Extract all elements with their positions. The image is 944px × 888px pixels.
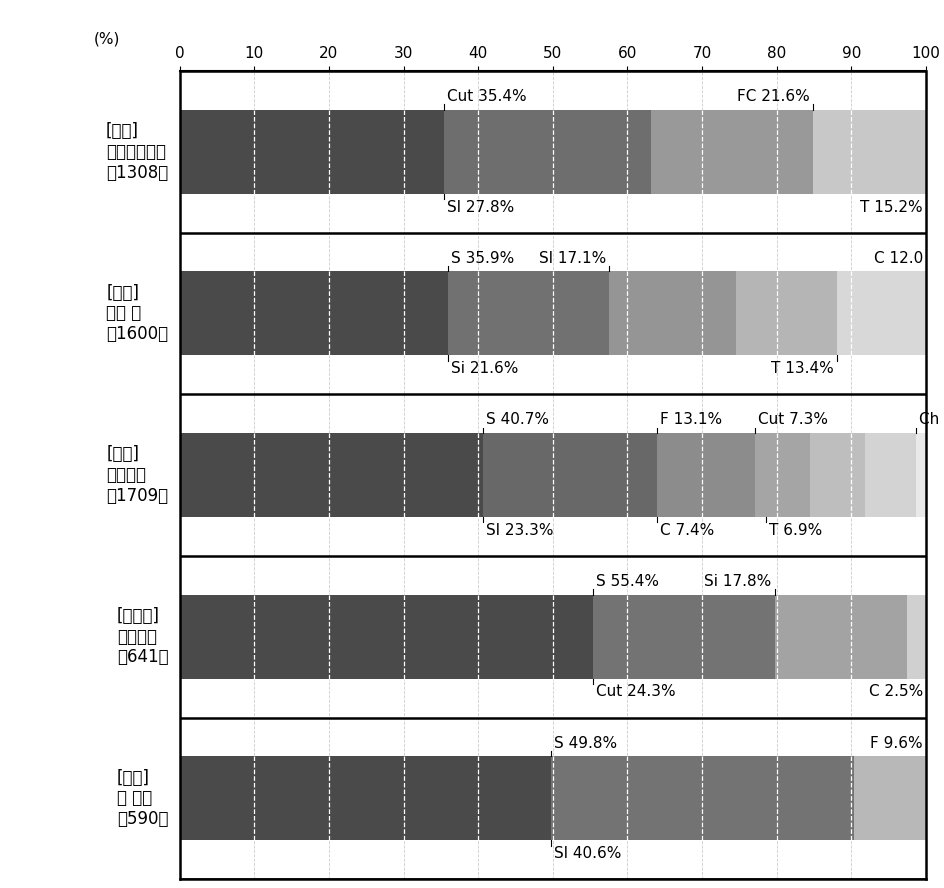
Text: Sl 23.3%: Sl 23.3% [486, 523, 553, 538]
Text: Cut 35.4%: Cut 35.4% [447, 89, 526, 104]
Bar [735, 272, 835, 355]
Text: [先発]
ボルシンガー
全1308球: [先発] ボルシンガー 全1308球 [106, 122, 168, 182]
Text: Ch 1.3%: Ch 1.3% [919, 412, 944, 427]
Text: T 15.2%: T 15.2% [860, 200, 922, 215]
Bar [179, 110, 444, 194]
Text: C 7.4%: C 7.4% [660, 523, 714, 538]
Text: S 49.8%: S 49.8% [554, 735, 616, 750]
Text: [先発]
涌井秀章
全1709球: [先発] 涌井秀章 全1709球 [106, 445, 168, 505]
Bar [593, 595, 774, 678]
Bar [812, 110, 925, 194]
Text: Sl 17.1%: Sl 17.1% [538, 250, 605, 266]
Bar [179, 757, 550, 840]
Text: [抑え]
内 竜也
全590球: [抑え] 内 竜也 全590球 [117, 768, 168, 829]
Text: Sl 40.6%: Sl 40.6% [554, 846, 621, 861]
Text: Si 21.6%: Si 21.6% [450, 361, 517, 377]
Text: S 40.7%: S 40.7% [486, 412, 548, 427]
Bar [774, 595, 906, 678]
Text: F 9.6%: F 9.6% [869, 735, 922, 750]
Bar [853, 757, 925, 840]
Text: T 13.4%: T 13.4% [770, 361, 833, 377]
Bar [179, 433, 483, 517]
Text: FC 21.6%: FC 21.6% [736, 89, 809, 104]
Bar [906, 595, 925, 678]
Text: Cut 24.3%: Cut 24.3% [596, 685, 675, 700]
Bar [608, 272, 735, 355]
Bar [179, 272, 447, 355]
Bar [550, 757, 853, 840]
Text: [先発]
石川 歩
全1600球: [先発] 石川 歩 全1600球 [106, 283, 168, 344]
Bar [657, 433, 754, 517]
Bar [444, 110, 650, 194]
Text: Si 17.8%: Si 17.8% [703, 574, 770, 589]
Text: Cut 7.3%: Cut 7.3% [757, 412, 827, 427]
Bar [179, 595, 593, 678]
Bar [864, 433, 916, 517]
Text: S 35.9%: S 35.9% [450, 250, 514, 266]
Text: F 13.1%: F 13.1% [660, 412, 722, 427]
Bar [447, 272, 608, 355]
Text: (%): (%) [93, 32, 120, 47]
Text: Sl 27.8%: Sl 27.8% [447, 200, 514, 215]
Text: [中継ぎ]
益田直也
全641球: [中継ぎ] 益田直也 全641球 [117, 607, 168, 667]
Bar [650, 110, 812, 194]
Text: T 6.9%: T 6.9% [767, 523, 821, 538]
Bar [835, 272, 925, 355]
Bar [754, 433, 810, 517]
Text: C 12.0: C 12.0 [873, 250, 922, 266]
Bar [810, 433, 864, 517]
Text: C 2.5%: C 2.5% [868, 685, 922, 700]
Bar [916, 433, 925, 517]
Bar [483, 433, 657, 517]
Text: S 55.4%: S 55.4% [596, 574, 658, 589]
